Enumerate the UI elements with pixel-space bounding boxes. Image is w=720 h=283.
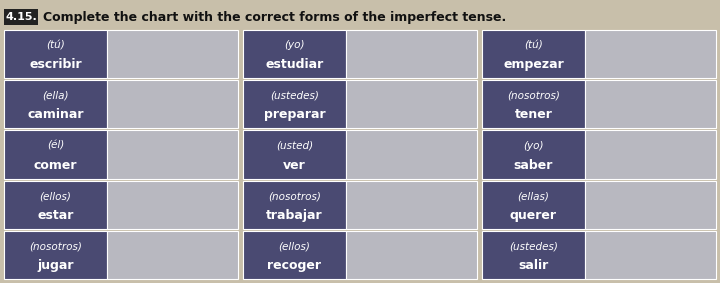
FancyBboxPatch shape bbox=[585, 181, 716, 229]
Text: (ustedes): (ustedes) bbox=[270, 91, 319, 101]
FancyBboxPatch shape bbox=[346, 80, 477, 128]
Text: salir: salir bbox=[518, 259, 549, 272]
Text: (usted): (usted) bbox=[276, 141, 313, 151]
FancyBboxPatch shape bbox=[243, 181, 346, 229]
FancyBboxPatch shape bbox=[107, 80, 238, 128]
FancyBboxPatch shape bbox=[585, 130, 716, 179]
FancyBboxPatch shape bbox=[4, 231, 107, 279]
FancyBboxPatch shape bbox=[482, 181, 585, 229]
FancyBboxPatch shape bbox=[243, 30, 346, 78]
Text: 4.15.: 4.15. bbox=[5, 12, 37, 22]
Text: jugar: jugar bbox=[37, 259, 73, 272]
Text: caminar: caminar bbox=[27, 108, 84, 121]
FancyBboxPatch shape bbox=[346, 130, 477, 179]
FancyBboxPatch shape bbox=[107, 30, 238, 78]
Text: escribir: escribir bbox=[30, 58, 82, 71]
Text: preparar: preparar bbox=[264, 108, 325, 121]
FancyBboxPatch shape bbox=[4, 9, 38, 25]
FancyBboxPatch shape bbox=[346, 181, 477, 229]
Text: (nosotros): (nosotros) bbox=[268, 191, 321, 201]
Text: tener: tener bbox=[515, 108, 552, 121]
Text: (nosotros): (nosotros) bbox=[29, 241, 82, 251]
Text: querer: querer bbox=[510, 209, 557, 222]
Text: empezar: empezar bbox=[503, 58, 564, 71]
FancyBboxPatch shape bbox=[4, 30, 107, 78]
Text: (yo): (yo) bbox=[523, 141, 544, 151]
FancyBboxPatch shape bbox=[482, 80, 585, 128]
FancyBboxPatch shape bbox=[4, 181, 107, 229]
Text: ver: ver bbox=[283, 158, 306, 171]
Text: (él): (él) bbox=[47, 141, 64, 151]
FancyBboxPatch shape bbox=[585, 30, 716, 78]
Text: (ustedes): (ustedes) bbox=[509, 241, 558, 251]
Text: Complete the chart with the correct forms of the imperfect tense.: Complete the chart with the correct form… bbox=[43, 10, 506, 23]
FancyBboxPatch shape bbox=[243, 80, 346, 128]
Text: (tú): (tú) bbox=[46, 40, 65, 50]
FancyBboxPatch shape bbox=[585, 80, 716, 128]
Text: saber: saber bbox=[514, 158, 553, 171]
Text: estar: estar bbox=[37, 209, 73, 222]
FancyBboxPatch shape bbox=[482, 231, 585, 279]
FancyBboxPatch shape bbox=[107, 181, 238, 229]
Text: recoger: recoger bbox=[268, 259, 322, 272]
FancyBboxPatch shape bbox=[346, 30, 477, 78]
Text: (yo): (yo) bbox=[284, 40, 305, 50]
FancyBboxPatch shape bbox=[585, 231, 716, 279]
Text: (ellos): (ellos) bbox=[40, 191, 71, 201]
FancyBboxPatch shape bbox=[107, 231, 238, 279]
FancyBboxPatch shape bbox=[4, 130, 107, 179]
FancyBboxPatch shape bbox=[346, 231, 477, 279]
FancyBboxPatch shape bbox=[243, 231, 346, 279]
FancyBboxPatch shape bbox=[482, 130, 585, 179]
Text: (tú): (tú) bbox=[524, 40, 543, 50]
Text: (nosotros): (nosotros) bbox=[507, 91, 560, 101]
Text: estudiar: estudiar bbox=[266, 58, 323, 71]
FancyBboxPatch shape bbox=[243, 130, 346, 179]
Text: (ellos): (ellos) bbox=[279, 241, 310, 251]
FancyBboxPatch shape bbox=[107, 130, 238, 179]
Text: (ella): (ella) bbox=[42, 91, 68, 101]
FancyBboxPatch shape bbox=[4, 80, 107, 128]
Text: comer: comer bbox=[34, 158, 77, 171]
FancyBboxPatch shape bbox=[482, 30, 585, 78]
Text: trabajar: trabajar bbox=[266, 209, 323, 222]
Text: (ellas): (ellas) bbox=[518, 191, 549, 201]
